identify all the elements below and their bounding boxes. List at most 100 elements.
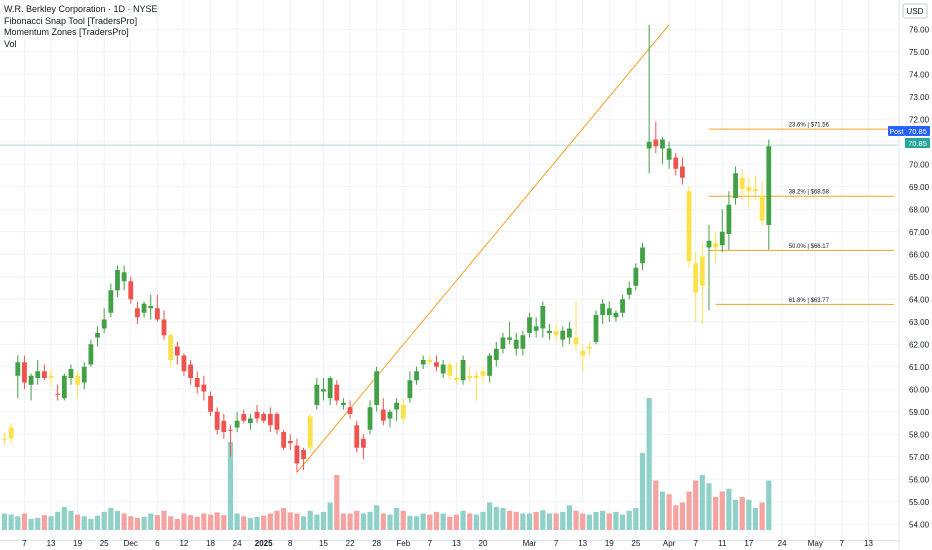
candle-body: [407, 380, 413, 399]
candle-body: [487, 355, 493, 376]
candle-body: [706, 240, 712, 248]
candle-body: [560, 330, 566, 340]
volume-bar: [473, 514, 479, 530]
volume-bar: [500, 508, 506, 530]
candle-body: [101, 319, 107, 329]
volume-bar: [261, 515, 267, 530]
candle-body: [214, 411, 220, 430]
candle-body: [174, 346, 180, 356]
volume-bar: [194, 516, 200, 530]
candle-body: [22, 362, 27, 383]
volume-bar: [673, 505, 679, 530]
candle-body: [55, 393, 61, 395]
volume-bar: [639, 453, 646, 530]
price-axis[interactable]: 54.00 55.00 56.00 57.00 58.00 59.00 60.00 61.00…: [898, 0, 930, 550]
candle-body: [307, 416, 313, 448]
volume-bar: [214, 512, 220, 530]
time-axis[interactable]: 7 13 19 25 Dec 6 12 18 24 2025 8 15 22 28 Feb 7 13 20 Mar 7…: [0, 539, 899, 548]
fibonacci-levels: 23.6% | $71.56 38.2% | $68.58 50.0% | $66.…: [296, 24, 894, 473]
candle-body: [321, 389, 326, 392]
volume-bar: [759, 502, 765, 530]
volume-bar: [653, 480, 659, 530]
candle-body: [327, 378, 333, 399]
volume-bar: [540, 510, 546, 530]
candle-body: [547, 330, 552, 333]
time-tick-label: 8: [288, 539, 293, 548]
time-tick-label: 7: [693, 539, 698, 548]
candle-body: [713, 243, 719, 248]
volume-bar: [380, 513, 386, 530]
volume-bar: [659, 491, 666, 530]
volume-bar: [713, 497, 719, 530]
volume-bar: [600, 510, 606, 530]
volume-bar: [55, 511, 61, 530]
volume-bar: [374, 505, 380, 530]
volume-bar: [1, 513, 8, 530]
volume-bar: [546, 513, 553, 530]
volume-bar: [666, 494, 672, 530]
candle-body: [194, 378, 200, 387]
volume-bar: [267, 513, 273, 530]
volume-bar: [526, 513, 533, 530]
candle-body: [580, 351, 586, 356]
volume-bar: [766, 480, 772, 530]
volume-bar: [413, 516, 420, 530]
volume-bar: [354, 510, 360, 530]
time-tick-label: 19: [73, 539, 82, 548]
volume-bar: [726, 488, 732, 530]
candle-body: [261, 414, 267, 421]
candle-body: [673, 157, 679, 169]
volume-bar: [168, 516, 174, 530]
price-tick-label: 72.00: [909, 115, 930, 124]
volume-bar: [593, 511, 599, 530]
candle-body: [228, 429, 233, 431]
candle-body: [75, 375, 81, 385]
price-tick-label: 67.00: [909, 228, 930, 237]
candle-body: [354, 425, 360, 448]
volume-bar: [8, 514, 14, 530]
time-tick-label: Dec: [124, 539, 138, 548]
candle-body: [500, 337, 506, 349]
candle-body: [719, 231, 725, 246]
candle-body: [400, 405, 406, 419]
symbol-title[interactable]: W.R. Berkley Corporation · 1D · NYSE: [4, 4, 158, 14]
volume-bar: [334, 475, 340, 530]
price-tick-label: 56.00: [909, 475, 930, 484]
volume-bar: [739, 497, 745, 530]
volume-bar: [506, 510, 513, 530]
volume-bar: [187, 515, 194, 530]
volume-bar: [560, 511, 566, 530]
volume-bar: [467, 513, 473, 530]
candle-body: [68, 369, 74, 378]
candle-body: [294, 445, 300, 464]
volume-bar: [427, 514, 433, 530]
post-label: Post: [889, 129, 903, 136]
volume-bar: [148, 513, 154, 530]
volume-bar: [254, 516, 260, 530]
volume-bar: [387, 514, 393, 530]
time-tick-label: 15: [319, 539, 328, 548]
indicator-fibonacci-label[interactable]: Fibonacci Snap Tool [TradersPro]: [4, 15, 138, 26]
volume-bar: [88, 519, 94, 530]
candle-body: [653, 139, 659, 147]
time-tick-label: 7: [554, 539, 559, 548]
volume-bar: [48, 516, 54, 530]
candle-body: [374, 371, 380, 405]
volume-bar: [35, 517, 41, 530]
candle-body: [733, 173, 738, 198]
volume-bar: [360, 513, 366, 530]
volume-bar: [752, 508, 759, 530]
volume-bar: [453, 514, 460, 530]
indicator-volume-label[interactable]: Vol: [4, 38, 17, 49]
candle-body: [154, 308, 160, 320]
volume-bar: [407, 515, 413, 530]
candle-body: [660, 139, 665, 149]
time-tick-label: 18: [206, 539, 215, 548]
volume-bar: [347, 513, 353, 530]
fib-trend-line: [296, 24, 670, 473]
candle-body: [347, 407, 353, 414]
currency-badge[interactable]: USD: [902, 3, 928, 19]
indicator-momentum-label[interactable]: Momentum Zones [TradersPro]: [4, 27, 129, 37]
price-tick-label: 57.00: [909, 453, 930, 462]
